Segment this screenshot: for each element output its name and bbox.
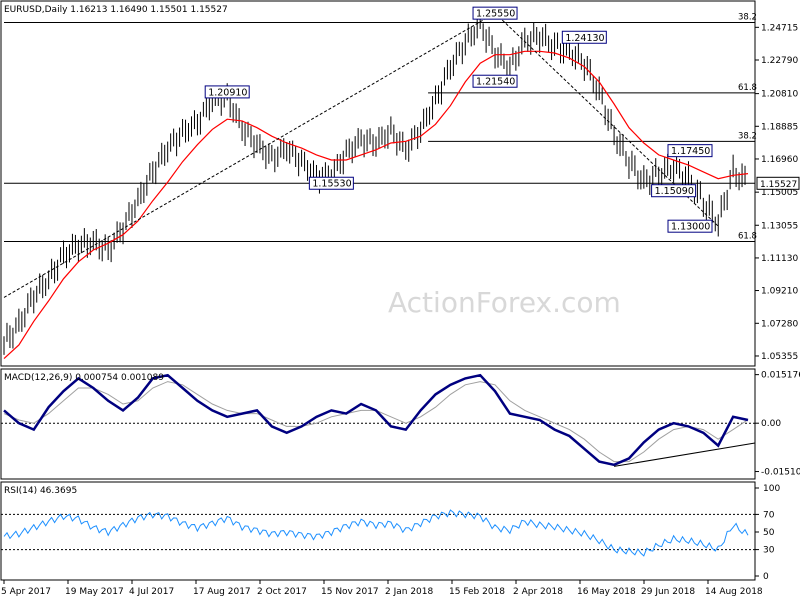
macd-trendline <box>613 442 756 467</box>
price-label-box <box>667 219 713 233</box>
price-label-box <box>651 184 697 198</box>
x-tick-label: 2 Oct 2017 <box>257 587 307 597</box>
rsi-layer: 100 70 50 30 0 <box>1 484 780 582</box>
x-tick-label: 15 Nov 2017 <box>321 587 379 597</box>
current-price-box <box>756 176 800 190</box>
fib-label: 61.8 <box>738 231 757 241</box>
macd-y-label: -0.015105 <box>761 468 800 478</box>
price-label-box <box>308 176 354 190</box>
moving-average-line <box>3 50 749 360</box>
price-label-text: 1.21540 <box>476 77 515 88</box>
price-y-label: 1.15005 <box>761 188 798 198</box>
price-y-label: 1.11130 <box>761 254 798 264</box>
price-y-label: 1.16960 <box>761 155 798 165</box>
macd-y-label: 0.00 <box>761 419 781 429</box>
x-tick-label: 16 May 2018 <box>577 587 636 597</box>
price-y-label: 1.09210 <box>761 287 798 297</box>
price-y-label: 1.13055 <box>761 221 798 231</box>
x-tick-label: 14 Aug 2018 <box>705 587 763 597</box>
x-tick-label: 19 May 2017 <box>65 587 124 597</box>
macd-title: MACD(12,26,9) 0.000754 0.001089 <box>4 373 164 383</box>
price-layer: 38.2 61.8 38.2 61.8 1.25550 1.24130 1.21540 1.2… <box>3 6 800 362</box>
rsi-title: RSI(14) 46.3695 <box>4 486 77 496</box>
x-axis: 5 Apr 2017 19 May 2017 4 Jul 2017 17 Aug 20… <box>1 580 763 597</box>
fib-label: 38.2 <box>738 131 757 141</box>
x-tick-label: 2 Jan 2018 <box>385 587 433 597</box>
price-label-box <box>667 144 713 158</box>
price-y-label: 1.22790 <box>761 56 798 66</box>
watermark: ActionForex.com <box>388 286 621 319</box>
macd-layer: 0.015176 0.00 -0.015105 <box>1 371 800 478</box>
x-tick-label: 5 Apr 2017 <box>1 587 51 597</box>
rsi-pane-frame <box>0 481 756 581</box>
price-label-text: 1.25550 <box>476 9 515 20</box>
price-label-text: 1.15530 <box>312 179 351 190</box>
price-y-label: 1.07280 <box>761 319 798 329</box>
main-title: EURUSD,Daily 1.16213 1.16490 1.15501 1.1… <box>4 5 228 15</box>
macd-y-label: 0.015176 <box>761 371 800 381</box>
price-y-label: 1.24715 <box>761 23 798 33</box>
rsi-y-label: 50 <box>763 528 775 538</box>
x-tick-label: 2 Apr 2018 <box>513 587 563 597</box>
price-y-label: 1.05355 <box>761 352 798 362</box>
price-label-text: 1.20910 <box>208 87 247 98</box>
macd-pane-frame <box>0 368 756 480</box>
price-label-text: 1.15090 <box>655 186 694 197</box>
rsi-y-label: 100 <box>763 484 780 494</box>
price-label-box <box>204 85 250 99</box>
current-price-label: 1.15527 <box>760 180 797 190</box>
fib-label: 38.2 <box>738 12 757 22</box>
rsi-y-label: 70 <box>763 510 775 520</box>
price-label-text: 1.13000 <box>671 222 710 233</box>
x-tick-label: 29 Jun 2018 <box>641 587 695 597</box>
price-label-box <box>561 30 607 44</box>
price-y-label: 1.20810 <box>761 90 798 100</box>
price-label-box <box>472 6 518 20</box>
price-y-label: 1.18885 <box>761 122 798 132</box>
price-label-box <box>472 74 518 88</box>
rsi-line <box>3 509 749 557</box>
x-tick-label: 15 Feb 2018 <box>449 587 505 597</box>
fib-label: 61.8 <box>738 83 757 93</box>
price-label-text: 1.17450 <box>671 146 710 157</box>
x-tick-label: 4 Jul 2017 <box>129 587 174 597</box>
rsi-y-label: 0 <box>763 572 769 582</box>
rsi-y-label: 30 <box>763 546 775 556</box>
x-tick-label: 17 Aug 2017 <box>193 587 251 597</box>
trendline-up <box>3 12 496 298</box>
price-label-text: 1.24130 <box>565 33 604 44</box>
macd-line <box>3 373 749 467</box>
